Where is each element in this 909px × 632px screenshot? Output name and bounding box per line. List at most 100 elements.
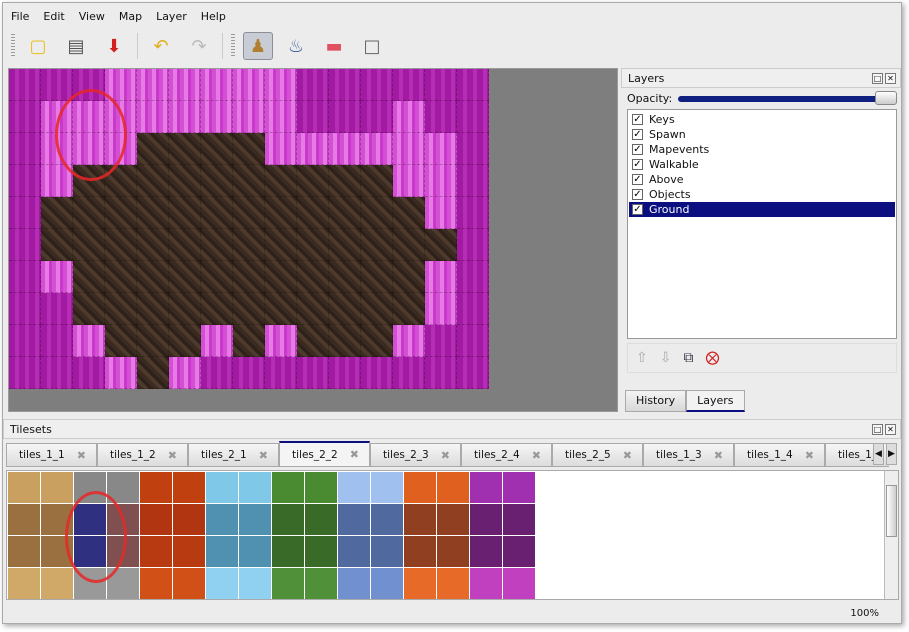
tab-tileset[interactable]: tiles_1_2 ✖ (97, 443, 188, 467)
map-tile[interactable] (233, 325, 265, 357)
tileset-tile[interactable] (470, 504, 503, 536)
map-tile[interactable] (425, 133, 457, 165)
map-tile[interactable] (393, 357, 425, 389)
map-tile[interactable] (233, 229, 265, 261)
map-tile[interactable] (361, 357, 393, 389)
tab-tileset[interactable]: tiles_2_5 ✖ (552, 443, 643, 467)
map-tile[interactable] (169, 101, 201, 133)
map-tile[interactable] (297, 133, 329, 165)
tileset-tile[interactable] (272, 504, 305, 536)
redo-icon[interactable]: ↷ (191, 35, 207, 57)
scroll-left-icon[interactable]: ◀ (873, 443, 884, 465)
map-tile[interactable] (137, 261, 169, 293)
map-tile[interactable] (265, 293, 297, 325)
close-icon[interactable]: ✕ (885, 423, 896, 435)
map-tile[interactable] (329, 101, 361, 133)
map-tile[interactable] (393, 69, 425, 101)
map-tile[interactable] (457, 357, 489, 389)
stamp-brush-icon[interactable]: ♟ (243, 32, 273, 60)
tileset-tile[interactable] (437, 536, 470, 568)
visibility-checkbox[interactable]: ✓ (632, 114, 643, 125)
visibility-checkbox[interactable]: ✓ (632, 159, 643, 170)
map-tile[interactable] (9, 325, 41, 357)
close-tab-icon[interactable]: ✖ (440, 448, 450, 462)
toolbar-grip[interactable] (231, 34, 235, 58)
map-tile[interactable] (137, 229, 169, 261)
map-tile[interactable] (73, 197, 105, 229)
map-tile[interactable] (233, 357, 265, 389)
map-tile[interactable] (393, 165, 425, 197)
tab-tileset[interactable]: tiles_2_4 ✖ (461, 443, 552, 467)
map-tile[interactable] (457, 293, 489, 325)
map-tile[interactable] (169, 133, 201, 165)
tileset-tile[interactable] (206, 472, 239, 504)
tileset-tile[interactable] (503, 504, 536, 536)
map-tile[interactable] (297, 101, 329, 133)
tileset-tile[interactable] (503, 472, 536, 504)
tileset-tile[interactable] (173, 536, 206, 568)
map-tile[interactable] (361, 325, 393, 357)
map-tile[interactable] (297, 165, 329, 197)
map-tile[interactable] (329, 357, 361, 389)
tileset-tile[interactable] (404, 472, 437, 504)
map-tile[interactable] (233, 165, 265, 197)
map-tile[interactable] (41, 293, 73, 325)
tab-tileset[interactable]: tiles_1_1 ✖ (6, 443, 97, 467)
map-tile[interactable] (73, 325, 105, 357)
map-tile[interactable] (393, 229, 425, 261)
map-tile[interactable] (73, 357, 105, 389)
tileset-tile[interactable] (272, 568, 305, 599)
tileset-tile[interactable] (503, 568, 536, 599)
map-tile[interactable] (137, 293, 169, 325)
map-tile[interactable] (169, 229, 201, 261)
map-tile[interactable] (201, 357, 233, 389)
map-tile[interactable] (361, 165, 393, 197)
menu-edit[interactable]: Edit (43, 9, 65, 23)
tileset-tile[interactable] (173, 472, 206, 504)
map-tile[interactable] (361, 101, 393, 133)
map-tile[interactable] (201, 261, 233, 293)
map-tile[interactable] (265, 325, 297, 357)
map-tile[interactable] (9, 261, 41, 293)
visibility-checkbox[interactable]: ✓ (632, 189, 643, 200)
map-tile[interactable] (425, 261, 457, 293)
layer-item[interactable]: ✓ Mapevents (629, 142, 895, 157)
map-tile[interactable] (41, 325, 73, 357)
map-tile[interactable] (201, 325, 233, 357)
map-tile[interactable] (137, 133, 169, 165)
tileset-tile[interactable] (206, 568, 239, 599)
close-tab-icon[interactable]: ✖ (258, 448, 268, 462)
tab-tileset[interactable]: tiles_1_3 ✖ (643, 443, 734, 467)
scrollbar-thumb[interactable] (886, 485, 897, 537)
rect-select-icon[interactable]: □ (363, 35, 381, 57)
tileset-tile[interactable] (239, 536, 272, 568)
map-tile[interactable] (233, 69, 265, 101)
tileset-tile[interactable] (371, 504, 404, 536)
tileset-tile[interactable] (404, 536, 437, 568)
map-tile[interactable] (201, 197, 233, 229)
map-tile[interactable] (233, 133, 265, 165)
map-tile[interactable] (361, 69, 393, 101)
tileset-tile[interactable] (338, 568, 371, 599)
map-tile[interactable] (361, 261, 393, 293)
tab-tileset[interactable]: tiles_2_3 ✖ (370, 443, 461, 467)
tab-history[interactable]: History (625, 390, 687, 412)
map-tile[interactable] (393, 293, 425, 325)
layer-item[interactable]: ✓ Ground (629, 202, 895, 217)
tileset-tile[interactable] (8, 472, 41, 504)
map-tile[interactable] (105, 325, 137, 357)
map-tile[interactable] (393, 261, 425, 293)
tileset-tile[interactable] (239, 472, 272, 504)
map-tile[interactable] (41, 229, 73, 261)
map-tile[interactable] (425, 325, 457, 357)
map-tile[interactable] (297, 197, 329, 229)
map-tile[interactable] (137, 357, 169, 389)
map-tile[interactable] (457, 261, 489, 293)
tileset-tile[interactable] (8, 504, 41, 536)
tileset-tile[interactable] (470, 536, 503, 568)
map-tile[interactable] (73, 229, 105, 261)
tileset-tile[interactable] (8, 568, 41, 599)
map-tile[interactable] (457, 229, 489, 261)
map-tile[interactable] (137, 197, 169, 229)
map-tile[interactable] (233, 293, 265, 325)
